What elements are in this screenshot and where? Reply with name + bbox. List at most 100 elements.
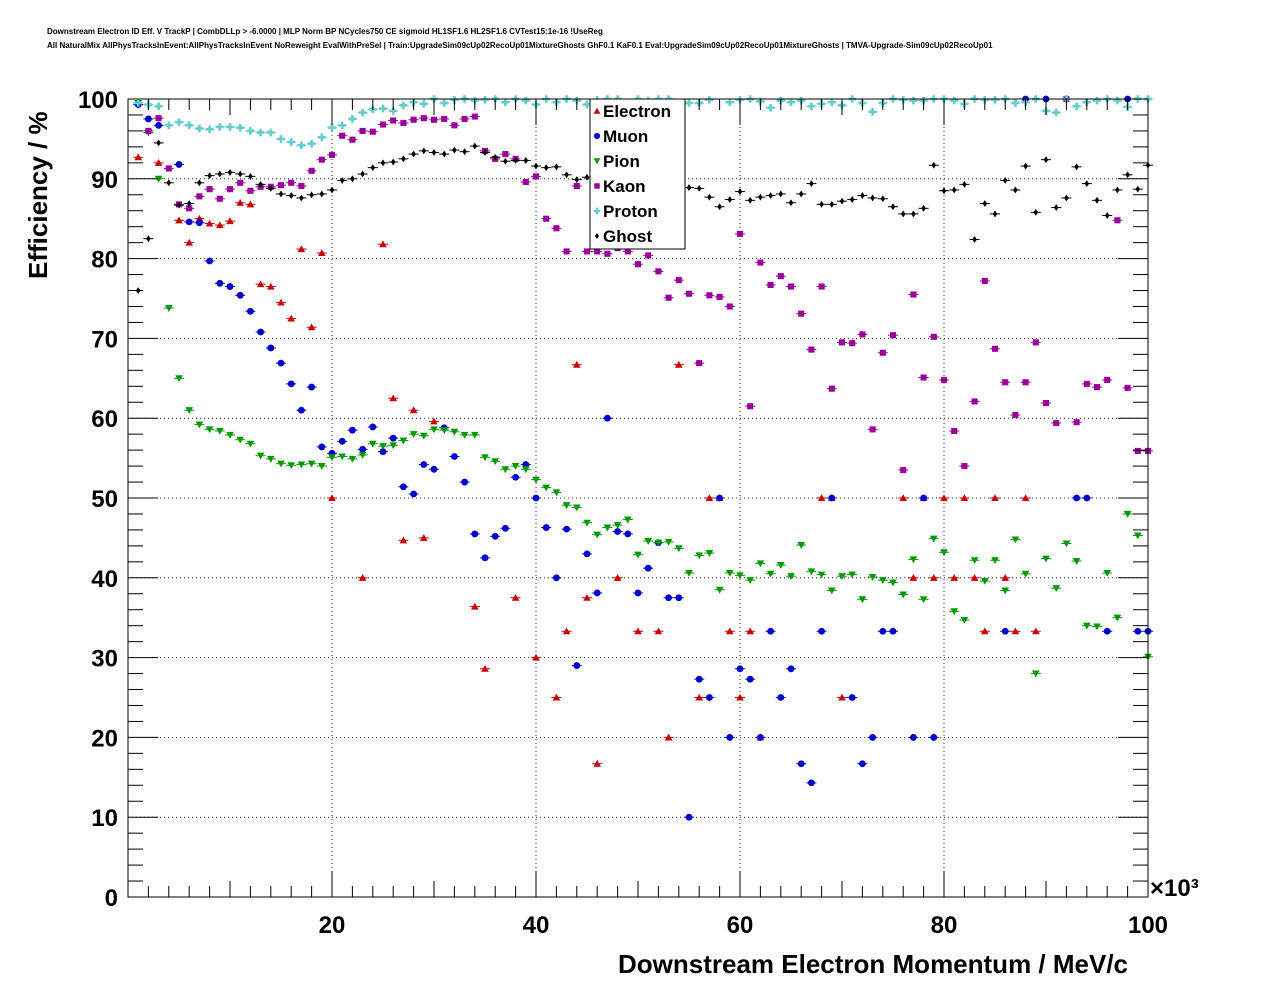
- marker: [298, 182, 305, 190]
- marker: [542, 524, 550, 531]
- marker: [848, 694, 856, 701]
- series-muon: [133, 95, 1153, 821]
- marker: [1113, 96, 1122, 105]
- marker: [318, 133, 326, 142]
- marker: [421, 147, 427, 155]
- marker: [511, 463, 520, 470]
- marker: [206, 257, 214, 265]
- marker: [593, 132, 601, 140]
- marker: [307, 139, 316, 148]
- marker: [828, 385, 835, 392]
- marker: [481, 554, 489, 562]
- marker: [389, 394, 397, 402]
- marker: [267, 128, 275, 137]
- marker: [706, 292, 713, 299]
- marker: [554, 163, 559, 171]
- marker: [675, 545, 683, 553]
- marker: [747, 403, 754, 410]
- marker: [1011, 99, 1020, 107]
- marker: [920, 374, 927, 381]
- marker: [828, 98, 836, 106]
- marker: [991, 95, 999, 104]
- data-markers: [133, 95, 1153, 821]
- marker: [1002, 176, 1008, 184]
- marker: [165, 165, 172, 172]
- marker: [603, 414, 611, 422]
- legend-entry-electron: Electron: [603, 102, 671, 121]
- marker: [492, 153, 498, 161]
- marker: [205, 125, 214, 134]
- marker: [970, 574, 979, 581]
- marker: [379, 104, 387, 113]
- marker: [1011, 536, 1020, 544]
- marker: [246, 127, 255, 135]
- marker: [756, 733, 764, 741]
- marker: [358, 451, 367, 459]
- marker: [307, 460, 316, 468]
- marker: [879, 349, 886, 356]
- marker: [207, 172, 212, 180]
- marker: [196, 193, 203, 200]
- marker: [1021, 570, 1030, 578]
- marker: [256, 128, 265, 137]
- marker: [695, 675, 703, 683]
- marker: [185, 407, 193, 415]
- marker: [390, 117, 397, 124]
- marker: [185, 121, 193, 130]
- marker: [288, 192, 294, 199]
- y-tick-label: 50: [91, 486, 118, 513]
- marker: [777, 561, 785, 569]
- marker: [389, 442, 397, 450]
- legend-entry-pion: Pion: [603, 152, 640, 171]
- marker: [880, 195, 886, 203]
- title-line-2: All NaturalMix AllPhysTracksInEvent:AllP…: [47, 41, 993, 50]
- marker: [1062, 540, 1071, 548]
- marker: [1001, 574, 1009, 581]
- marker: [1023, 162, 1028, 170]
- marker: [981, 277, 988, 284]
- marker: [767, 281, 774, 288]
- y-tick-label: 90: [91, 167, 118, 194]
- marker: [430, 465, 438, 473]
- marker: [787, 665, 795, 673]
- marker: [1125, 171, 1130, 179]
- marker: [940, 376, 948, 383]
- marker: [360, 170, 365, 178]
- marker: [583, 100, 591, 109]
- marker: [195, 219, 203, 227]
- marker: [471, 431, 479, 439]
- marker: [1113, 614, 1122, 622]
- marker: [460, 431, 469, 439]
- marker: [338, 437, 346, 445]
- marker: [308, 167, 315, 174]
- marker: [624, 516, 632, 524]
- marker: [583, 248, 591, 255]
- marker: [890, 203, 896, 211]
- marker: [328, 494, 336, 502]
- marker: [869, 733, 877, 741]
- marker: [339, 176, 345, 184]
- marker: [348, 455, 357, 463]
- marker: [930, 733, 938, 741]
- marker: [727, 196, 733, 203]
- marker: [1134, 627, 1142, 635]
- marker: [532, 653, 540, 661]
- marker: [1022, 379, 1029, 386]
- marker: [838, 693, 846, 701]
- marker: [705, 694, 713, 701]
- marker: [318, 156, 325, 163]
- marker: [175, 216, 183, 224]
- marker: [920, 494, 928, 502]
- marker: [962, 180, 967, 188]
- marker: [972, 236, 977, 243]
- marker: [185, 218, 193, 226]
- marker: [1093, 96, 1101, 105]
- marker: [1032, 627, 1040, 635]
- marker: [594, 232, 600, 240]
- marker: [1021, 494, 1030, 502]
- marker: [594, 183, 600, 189]
- y-tick-label: 10: [91, 805, 118, 832]
- marker: [471, 602, 479, 610]
- marker: [389, 434, 397, 442]
- marker: [420, 432, 428, 440]
